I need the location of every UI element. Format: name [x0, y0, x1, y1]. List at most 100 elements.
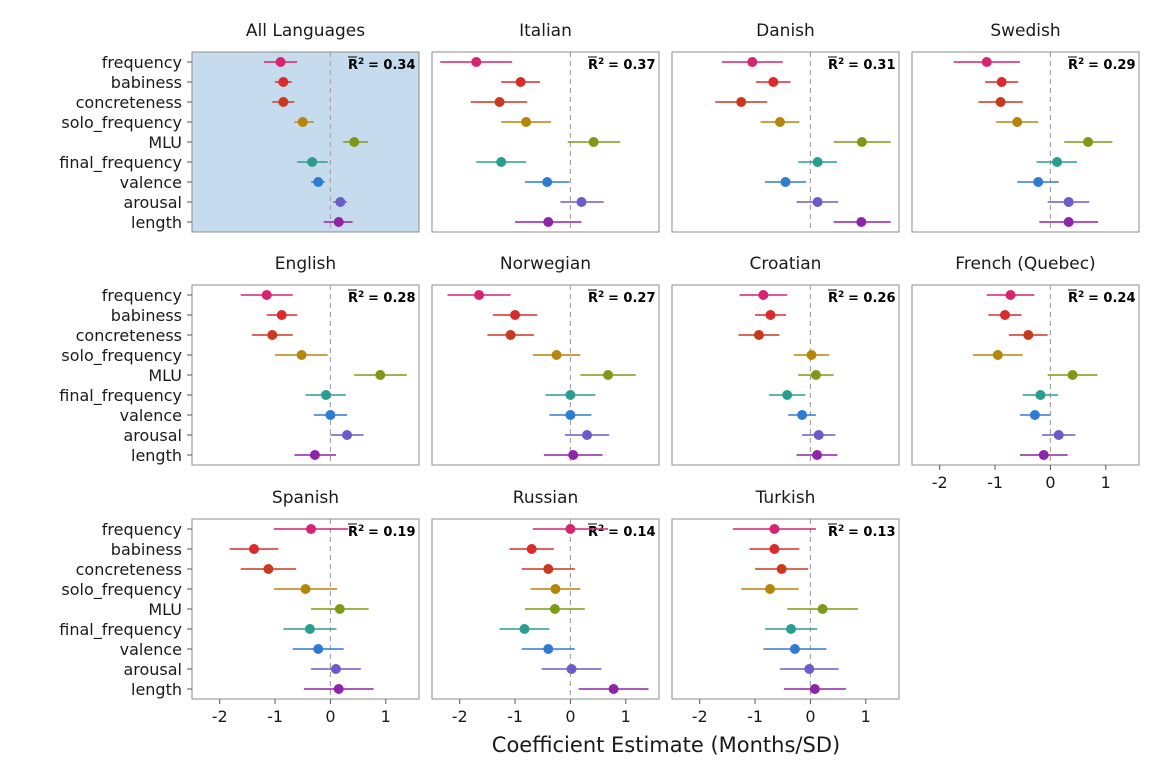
- point-danish-final-frequency: [812, 157, 823, 167]
- row-label-solo-frequency: solo_frequency: [61, 113, 182, 133]
- panel-title-spanish: Spanish: [272, 488, 339, 508]
- x-tick-label-spanish-2: 0: [325, 707, 335, 726]
- row-label-frequency: frequency: [102, 520, 182, 539]
- point-english-length: [309, 450, 320, 460]
- x-tick-label-french-quebec-0: -2: [932, 473, 948, 492]
- row-label-babiness: babiness: [111, 540, 182, 559]
- point-english-valence: [325, 410, 336, 420]
- point-french-quebec-frequency: [1005, 290, 1016, 300]
- point-english-concreteness: [267, 330, 278, 340]
- panel-frame-spanish: [191, 518, 420, 700]
- row-label-babiness: babiness: [111, 73, 182, 92]
- row-label-arousal: arousal: [123, 660, 182, 679]
- point-croatian-solo-frequency: [806, 350, 817, 360]
- panel-title-english: English: [275, 254, 336, 274]
- point-italian-final-frequency: [496, 157, 507, 167]
- row-label-length: length: [131, 446, 182, 465]
- point-french-quebec-arousal: [1053, 430, 1064, 440]
- point-turkish-concreteness: [776, 564, 787, 574]
- point-spanish-arousal: [330, 664, 341, 674]
- point-swedish-final-frequency: [1052, 157, 1063, 167]
- point-spanish-concreteness: [263, 564, 274, 574]
- row-label-arousal: arousal: [123, 426, 182, 445]
- row-label-solo-frequency: solo_frequency: [61, 580, 182, 600]
- point-croatian-concreteness: [753, 330, 764, 340]
- panel-title-swedish: Swedish: [990, 21, 1060, 41]
- panel-title-turkish: Turkish: [755, 488, 816, 508]
- point-english-final-frequency: [320, 390, 331, 400]
- row-label-MLU: MLU: [148, 600, 182, 619]
- panel-title-croatian: Croatian: [750, 254, 822, 274]
- panel-title-danish: Danish: [756, 21, 815, 41]
- point-all-languages-solo-frequency: [297, 117, 308, 127]
- x-tick-label-french-quebec-2: 0: [1045, 473, 1055, 492]
- row-label-frequency: frequency: [102, 53, 182, 72]
- row-label-solo-frequency: solo_frequency: [61, 346, 182, 366]
- point-all-languages-arousal: [335, 197, 346, 207]
- r-squared-value-italian: = 0.37: [608, 58, 656, 73]
- row-label-final-frequency: final_frequency: [59, 153, 182, 173]
- r-squared-value-danish: = 0.31: [848, 58, 896, 73]
- point-russian-arousal: [566, 664, 577, 674]
- panel-title-all-languages: All Languages: [246, 21, 365, 41]
- point-spanish-MLU: [334, 604, 345, 614]
- row-label-length: length: [131, 680, 182, 699]
- point-turkish-arousal: [804, 664, 815, 674]
- x-tick-label-russian-0: -2: [452, 707, 468, 726]
- point-turkish-solo-frequency: [764, 584, 775, 594]
- row-label-final-frequency: final_frequency: [59, 386, 182, 406]
- row-label-valence: valence: [120, 173, 182, 192]
- point-english-MLU: [375, 370, 386, 380]
- point-english-frequency: [261, 290, 272, 300]
- point-swedish-concreteness: [995, 97, 1006, 107]
- point-spanish-babiness: [249, 544, 260, 554]
- point-spanish-solo-frequency: [300, 584, 311, 594]
- row-label-final-frequency: final_frequency: [59, 620, 182, 640]
- point-spanish-frequency: [306, 524, 317, 534]
- point-norwegian-babiness: [510, 310, 521, 320]
- x-axis-title: Coefficient Estimate (Months/SD): [492, 733, 840, 757]
- point-danish-valence: [780, 177, 791, 187]
- point-danish-babiness: [768, 77, 779, 87]
- point-russian-frequency: [565, 524, 576, 534]
- row-label-valence: valence: [120, 406, 182, 425]
- point-norwegian-frequency: [474, 290, 485, 300]
- point-turkish-frequency: [769, 524, 780, 534]
- point-croatian-valence: [797, 410, 808, 420]
- point-italian-frequency: [471, 57, 482, 67]
- point-russian-final-frequency: [519, 624, 530, 634]
- point-croatian-MLU: [810, 370, 821, 380]
- x-tick-label-turkish-3: 1: [861, 707, 871, 726]
- point-italian-arousal: [576, 197, 587, 207]
- point-danish-frequency: [747, 57, 758, 67]
- point-norwegian-concreteness: [505, 330, 516, 340]
- point-italian-MLU: [588, 137, 599, 147]
- point-all-languages-babiness: [278, 77, 289, 87]
- point-all-languages-final-frequency: [307, 157, 318, 167]
- panel-title-italian: Italian: [519, 21, 572, 41]
- point-all-languages-MLU: [349, 137, 360, 147]
- point-croatian-length: [812, 450, 823, 460]
- panel-title-french-quebec: French (Quebec): [955, 254, 1095, 274]
- x-tick-label-french-quebec-3: 1: [1101, 473, 1111, 492]
- point-spanish-length: [333, 684, 344, 694]
- point-spanish-final-frequency: [304, 624, 315, 634]
- x-tick-label-turkish-0: -2: [692, 707, 708, 726]
- point-danish-length: [856, 217, 867, 227]
- point-swedish-frequency: [981, 57, 992, 67]
- row-label-babiness: babiness: [111, 306, 182, 325]
- point-russian-solo-frequency: [550, 584, 561, 594]
- x-tick-label-turkish-1: -1: [747, 707, 763, 726]
- point-turkish-babiness: [769, 544, 780, 554]
- panel-frame-croatian: [671, 284, 900, 466]
- point-turkish-MLU: [817, 604, 828, 614]
- point-all-languages-concreteness: [278, 97, 289, 107]
- point-french-quebec-solo-frequency: [992, 350, 1003, 360]
- x-tick-label-russian-1: -1: [507, 707, 523, 726]
- point-french-quebec-final-frequency: [1035, 390, 1046, 400]
- point-swedish-babiness: [996, 77, 1007, 87]
- point-turkish-final-frequency: [786, 624, 797, 634]
- point-danish-arousal: [812, 197, 823, 207]
- point-russian-length: [608, 684, 619, 694]
- point-french-quebec-babiness: [1000, 310, 1011, 320]
